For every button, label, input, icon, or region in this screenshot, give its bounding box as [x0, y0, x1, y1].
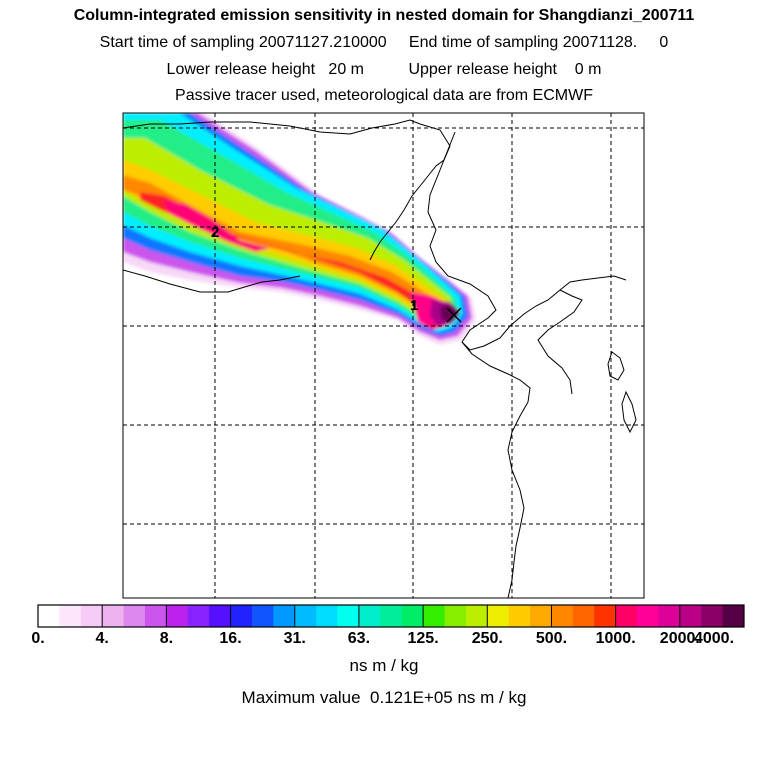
colorbar	[38, 605, 745, 627]
colorbar-frame	[37, 604, 745, 628]
colorbar-swatch	[316, 605, 339, 627]
colorbar-swatch	[637, 605, 659, 627]
colorbar-tick-label: 250.	[471, 630, 503, 647]
colorbar-swatch	[530, 605, 552, 627]
release-height-line: Lower release height 20 m Upper release …	[166, 61, 602, 78]
coastline-north	[123, 119, 451, 261]
colorbar-tick-label: 500.	[535, 630, 568, 647]
plume-core-dark	[440, 306, 460, 322]
colorbar-tick-label: 0.	[31, 630, 45, 647]
colorbar-swatch	[487, 605, 510, 627]
colorbar-unit: ns m / kg	[349, 656, 419, 675]
colorbar-swatch	[358, 605, 381, 627]
colorbar-swatch	[294, 605, 317, 627]
colorbar-tick-label: 1000.	[595, 630, 636, 647]
colorbar-swatch	[423, 605, 445, 627]
colorbar-tick-label: 4.	[95, 630, 109, 647]
peninsula	[537, 289, 583, 395]
colorbar-tick-label: 16.	[219, 630, 242, 647]
colorbar-swatch	[401, 605, 424, 627]
colorbar-swatch	[251, 605, 274, 627]
marker-label-1: 1	[410, 297, 418, 314]
plume-band-pink	[162, 200, 270, 252]
colorbar-swatch	[380, 605, 403, 627]
plume-field	[123, 113, 644, 598]
plume-band-yellow	[123, 160, 448, 322]
colorbar-swatch	[465, 605, 488, 627]
colorbar-swatch	[273, 605, 296, 627]
sampling-time-line: Start time of sampling 20071127.210000 E…	[99, 34, 669, 51]
colorbar-swatch	[615, 605, 638, 627]
maximum-value: Maximum value 0.121E+05 ns m / kg	[241, 688, 527, 707]
colorbar-swatch	[209, 605, 232, 627]
colorbar-swatch	[722, 605, 745, 627]
colorbar-swatch	[658, 605, 681, 627]
coastline-bay	[461, 341, 531, 598]
colorbar-swatch	[187, 605, 210, 627]
map-frame	[122, 112, 645, 599]
plume-band-orange	[123, 175, 444, 319]
colorbar-tick-label: 31.	[283, 630, 306, 647]
colorbar-swatch	[572, 605, 595, 627]
colorbar-tick-label: 2000.	[659, 630, 700, 647]
colorbar-tick-label: 63.	[347, 630, 371, 647]
colorbar-swatch	[701, 605, 724, 627]
colorbar-swatch	[230, 605, 253, 627]
colorbar-swatch	[337, 605, 360, 627]
colorbar-tick-label: 8.	[159, 630, 174, 647]
colorbar-swatch	[679, 605, 702, 627]
island-east-2	[621, 390, 637, 434]
colorbar-swatch	[59, 605, 82, 627]
colorbar-swatch	[38, 605, 60, 627]
marker-label-2: 2	[211, 224, 219, 241]
colorbar-swatch	[551, 605, 574, 627]
colorbar-swatch	[102, 605, 125, 627]
colorbar-swatch	[144, 605, 167, 627]
colorbar-swatch	[80, 605, 103, 627]
colorbar-swatch	[594, 605, 617, 627]
plot-title: Column-integrated emission sensitivity i…	[73, 7, 695, 24]
colorbar-tick-label: 125.	[407, 630, 439, 647]
colorbar-swatch	[123, 605, 146, 627]
coastline-northern-shore	[123, 269, 301, 293]
graticule	[123, 113, 644, 598]
coastlines	[123, 119, 637, 598]
colorbar-swatch	[166, 605, 189, 627]
island-east-1	[607, 351, 625, 381]
colorbar-swatch	[508, 605, 531, 627]
tracer-info-line: Passive tracer used, meteorological data…	[175, 87, 593, 104]
colorbar-swatch	[444, 605, 467, 627]
x-marker-icon	[446, 307, 462, 323]
colorbar-tick-label: 4000.	[693, 630, 735, 647]
